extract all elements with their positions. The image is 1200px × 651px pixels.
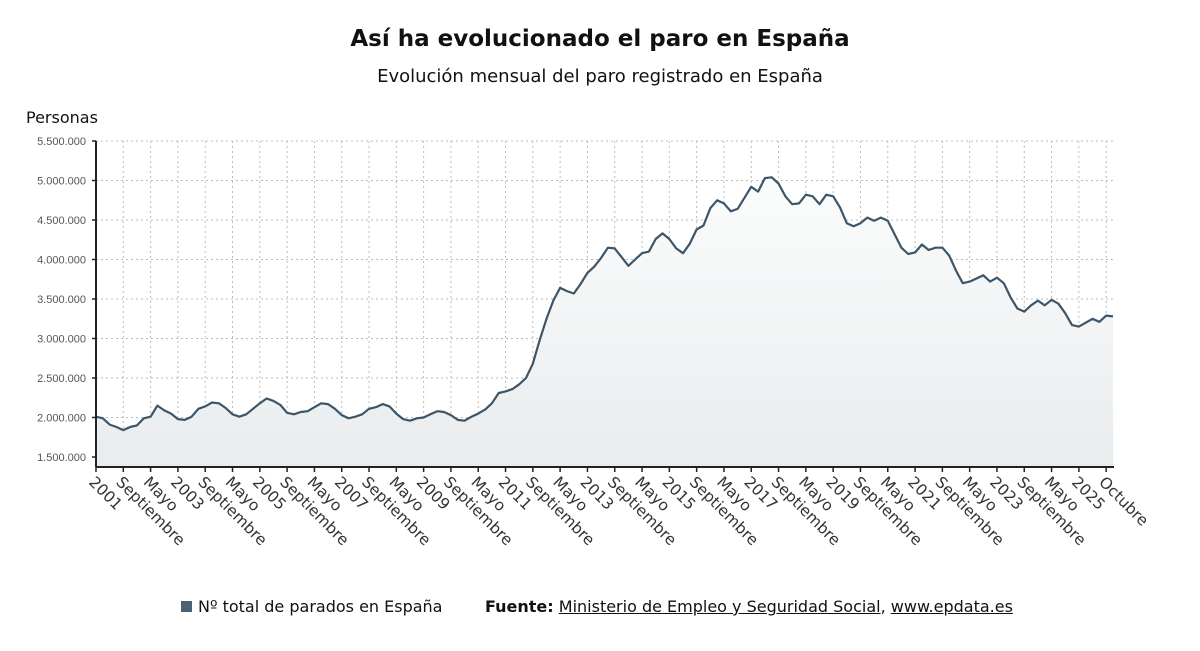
y-axis-label: Personas: [26, 108, 98, 127]
y-tick-label: 5.500.000: [37, 136, 86, 148]
source-note: Fuente: Ministerio de Empleo y Seguridad…: [485, 597, 1013, 616]
legend-label: Nº total de parados en España: [198, 597, 443, 616]
axes: [95, 141, 1114, 468]
source-separator: ,: [880, 597, 886, 616]
y-tick-label: 5.000.000: [37, 176, 86, 188]
chart-subtitle: Evolución mensual del paro registrado en…: [377, 66, 823, 87]
x-ticks: 2001SeptiembreMayo2003SeptiembreMayo2005…: [85, 467, 1152, 549]
legend[interactable]: Nº total de parados en España: [181, 597, 442, 616]
y-tick-label: 2.500.000: [37, 373, 86, 385]
y-tick-label: 2.000.000: [37, 413, 86, 425]
y-tick-label: 3.500.000: [37, 294, 86, 306]
source-prefix: Fuente:: [485, 597, 554, 616]
source-org-link[interactable]: Ministerio de Empleo y Seguridad Social: [558, 597, 881, 616]
series-line: [95, 176, 1114, 432]
y-tick-label: 1.500.000: [37, 452, 86, 464]
y-tick-label: 4.500.000: [37, 215, 86, 227]
legend-swatch: [181, 601, 192, 612]
y-tick-label: 3.000.000: [37, 334, 86, 346]
source-site-link[interactable]: www.epdata.es: [890, 597, 1013, 616]
series-area: [96, 177, 1113, 468]
chart-title: Así ha evolucionado el paro en España: [350, 26, 850, 52]
y-tick-label: 4.000.000: [37, 255, 86, 267]
y-ticks: 1.500.000 2.000.000 2.500.000 3.000.000 3.50…: [37, 136, 96, 464]
